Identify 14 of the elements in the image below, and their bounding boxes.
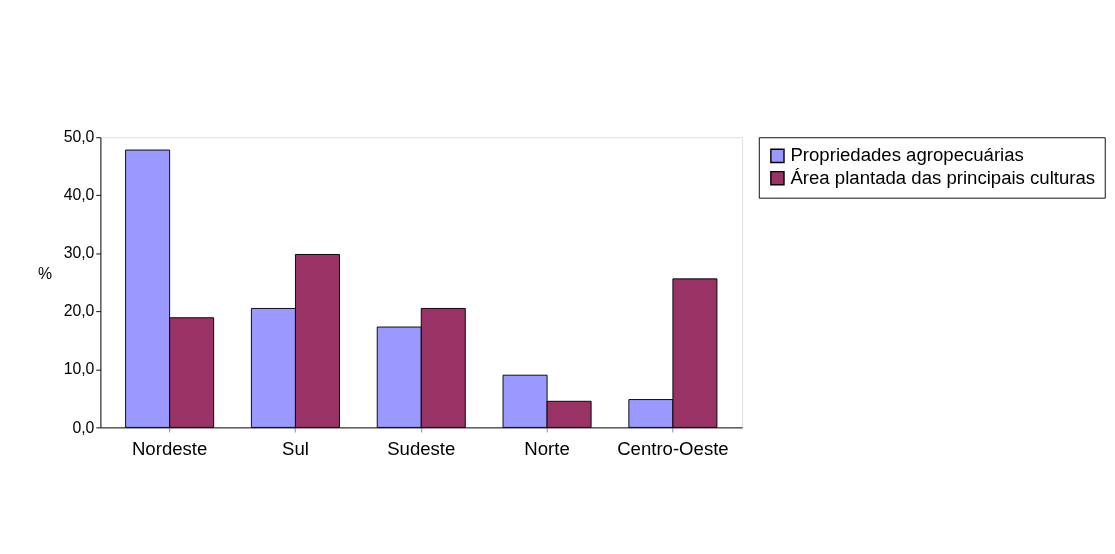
y-axis-title: %	[38, 265, 53, 283]
x-tick-label: Nordeste	[131, 437, 208, 459]
y-tick-label: 50,0	[63, 128, 95, 146]
y-tick-label: 30,0	[63, 244, 95, 262]
y-tick-label: 40,0	[63, 186, 95, 204]
y-tick-label: 10,0	[63, 360, 95, 378]
x-tick-label: Norte	[524, 437, 570, 459]
x-tick-label: Sudeste	[387, 437, 456, 459]
y-tick-label: 0,0	[72, 418, 95, 436]
x-tick-label: Centro-Oeste	[617, 437, 729, 459]
x-tick-label: Sul	[282, 437, 309, 459]
y-tick-label: 20,0	[63, 302, 95, 320]
legend-label: Propriedades agropecuárias	[790, 144, 1024, 166]
legend-label: Área plantada das principais culturas	[790, 166, 1096, 188]
